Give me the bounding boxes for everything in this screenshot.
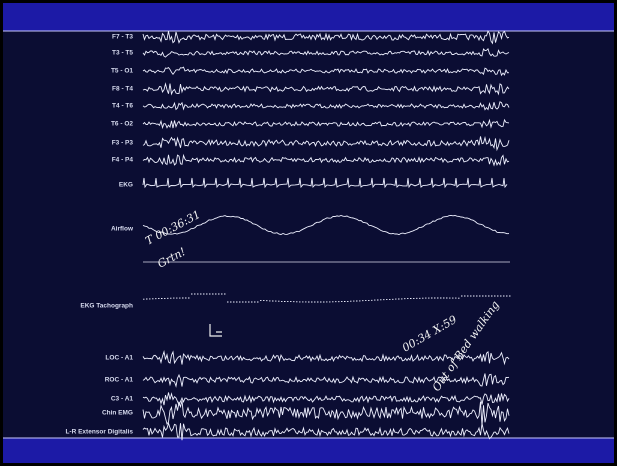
channel-label: Chin EMG <box>102 410 133 417</box>
channel-label: LOC - A1 <box>105 355 133 362</box>
channel-label: F3 - P3 <box>112 140 134 147</box>
channel-label: T4 - T6 <box>112 103 133 110</box>
channel-label: T6 - O2 <box>111 121 133 128</box>
top-bar <box>3 3 614 31</box>
channel-label: F4 - P4 <box>112 157 134 164</box>
channel-label: F8 - T4 <box>112 86 133 93</box>
channel-label: L-R Extensor Digitalis <box>65 429 133 436</box>
channel-label: EKG <box>119 182 133 189</box>
channel-label: ROC - A1 <box>105 377 134 384</box>
slide-background <box>3 3 614 463</box>
bottom-bar <box>3 438 614 463</box>
channel-label: F7 - T3 <box>112 34 133 41</box>
slide: F7 - T3 T3 - T5 T5 - O1 F8 - T4 T4 - T6 T6 - … <box>0 0 617 466</box>
channel-label: T3 - T5 <box>112 50 133 57</box>
channel-label: C3 - A1 <box>111 396 134 403</box>
channel-label: Airflow <box>111 226 134 233</box>
channel-label: T5 - O1 <box>111 68 133 75</box>
channel-label: EKG Tachograph <box>80 303 133 310</box>
